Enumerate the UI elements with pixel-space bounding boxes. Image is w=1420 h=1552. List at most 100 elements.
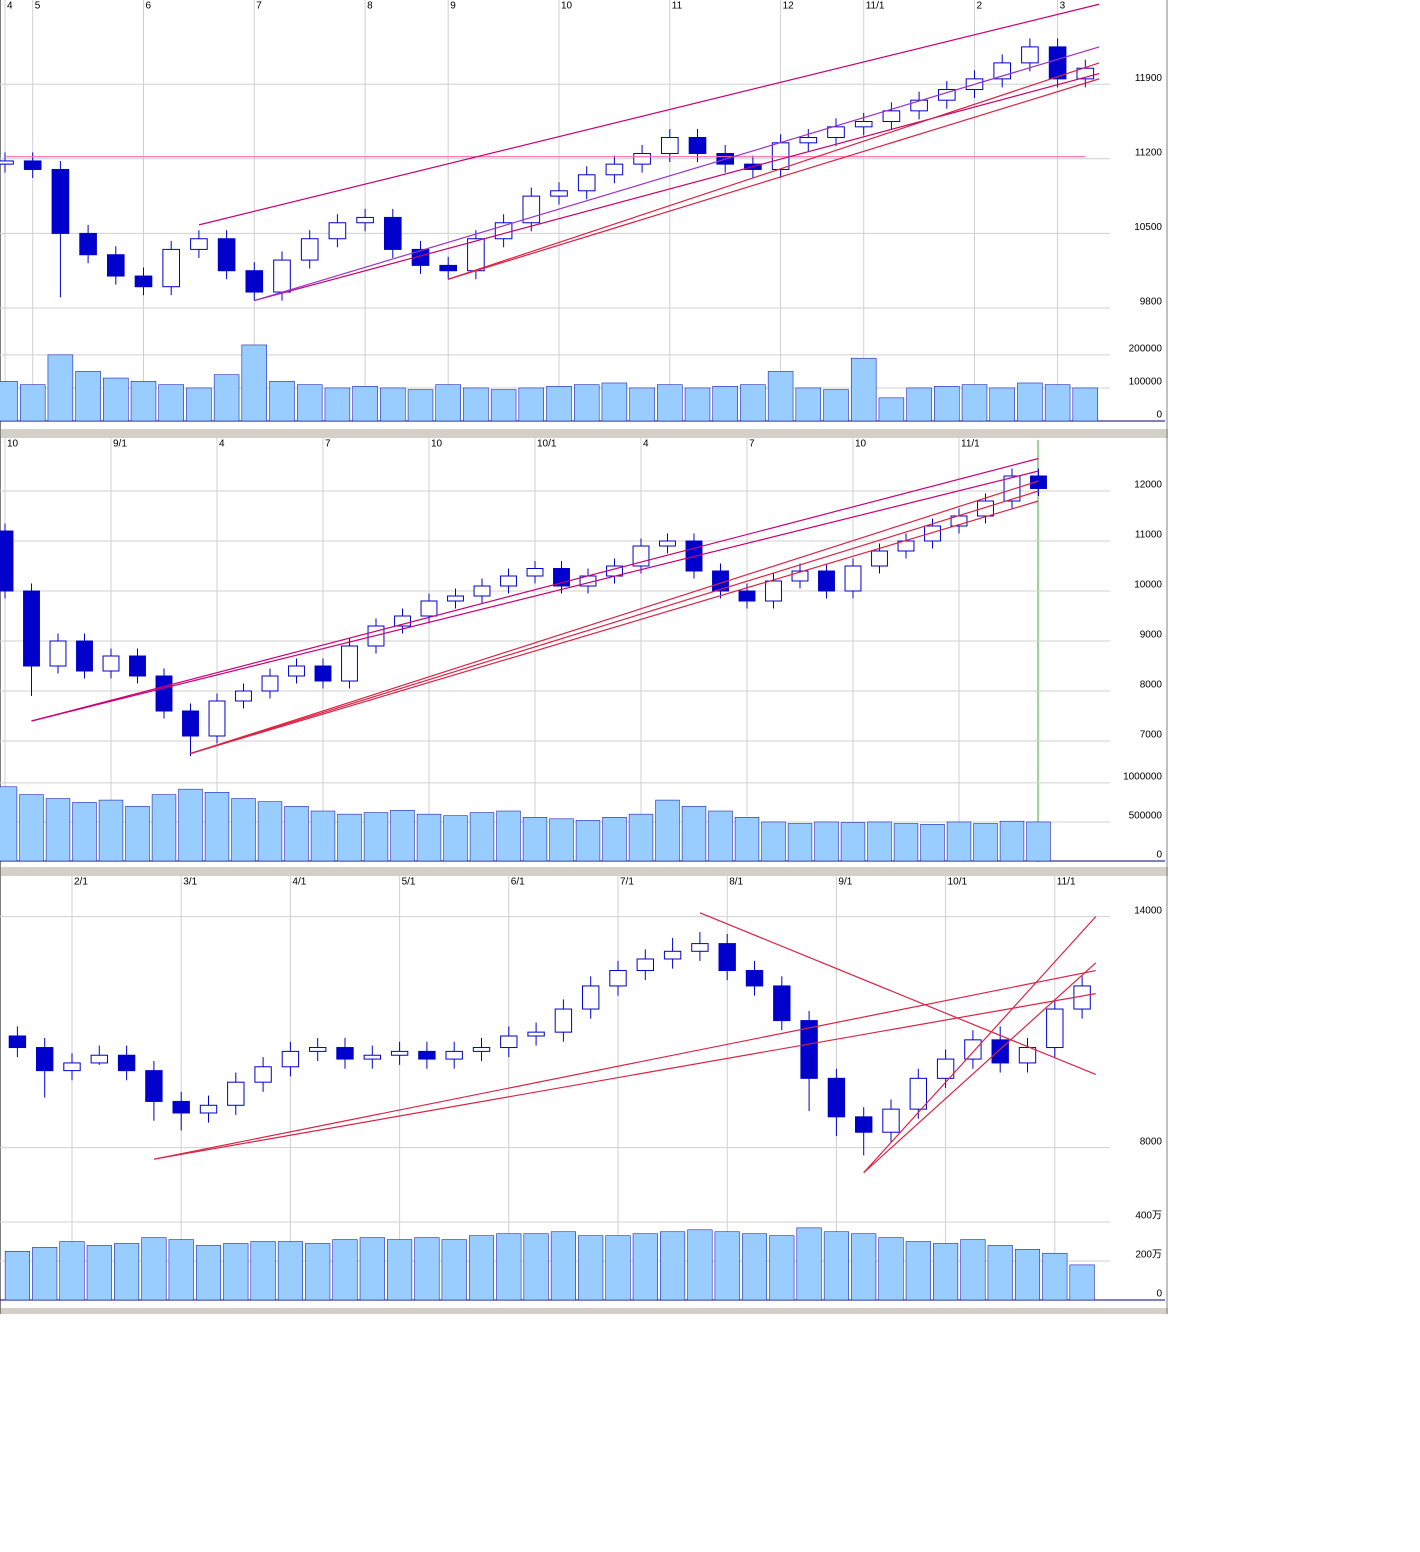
candle-body — [390, 1050, 409, 1056]
volume-bar — [632, 1233, 658, 1301]
volume-bar — [337, 813, 362, 862]
volume-bar — [4, 1251, 30, 1301]
volume-bar — [523, 1233, 549, 1301]
trend-line — [254, 72, 1100, 302]
candle-body — [910, 99, 928, 112]
candle-body — [663, 950, 682, 960]
x-tick-label: 9/1 — [113, 439, 127, 450]
candle-body — [1046, 1008, 1064, 1049]
volume-bar — [960, 1239, 986, 1301]
volume-bar — [605, 1235, 631, 1301]
volume-bar — [1042, 1252, 1068, 1301]
candle-body — [394, 615, 411, 627]
x-tick-label: 10 — [561, 1, 573, 12]
candle-body — [336, 1047, 354, 1060]
volume-bar — [961, 384, 988, 422]
candle-body — [1076, 67, 1095, 80]
price-tick-label: 11200 — [1135, 147, 1163, 158]
volume-bar — [893, 823, 919, 862]
candle-body — [688, 136, 707, 154]
volume-bar — [795, 387, 822, 422]
volume-bar — [973, 823, 998, 862]
candle-body — [411, 248, 430, 266]
candle-body — [855, 1116, 873, 1133]
candle-body — [909, 1077, 927, 1110]
x-tick-label: 10/1 — [537, 439, 557, 450]
volume-bar — [708, 810, 733, 862]
volume-bar — [496, 1233, 522, 1301]
volume-bar — [414, 1237, 440, 1301]
candle-body — [8, 1035, 27, 1049]
candle-body — [227, 1081, 245, 1106]
x-tick-label: 8 — [367, 1, 373, 12]
candle-body — [208, 700, 226, 737]
candle-body — [273, 259, 291, 293]
candle-body — [1030, 475, 1047, 489]
candle-body — [63, 1062, 81, 1072]
candle-body — [800, 1020, 818, 1079]
volume-bar — [761, 821, 786, 862]
volume-bar — [125, 806, 150, 862]
volume-bar — [878, 1237, 904, 1301]
volume-bar — [1072, 387, 1099, 422]
volume-bar — [601, 382, 628, 422]
trend-line — [190, 480, 1039, 755]
volume-bar — [934, 386, 960, 422]
candle-body — [217, 238, 236, 272]
price-tick-label: 7000 — [1140, 730, 1163, 741]
volume-tick-label: 1000000 — [1123, 772, 1162, 783]
candle-body — [254, 1066, 272, 1083]
x-tick-label: 7 — [749, 439, 755, 450]
volume-bar — [999, 820, 1025, 862]
volume-bar — [469, 812, 495, 862]
candle-body — [1018, 1047, 1037, 1064]
x-tick-label: 4 — [7, 1, 13, 12]
candle-body — [977, 500, 994, 517]
volume-bar — [687, 1229, 713, 1301]
candle-body — [145, 1070, 163, 1102]
trend-line — [254, 46, 1100, 302]
volume-bar — [769, 1235, 795, 1301]
trend-line — [863, 962, 1097, 1174]
volume-bar — [628, 813, 654, 862]
volume-bar — [305, 1243, 331, 1301]
candle-body — [36, 1047, 54, 1072]
candle-body — [328, 222, 347, 240]
volume-bar — [518, 387, 545, 422]
candle-body — [765, 580, 782, 602]
volume-bar — [878, 397, 905, 422]
volume-bar — [629, 387, 655, 422]
x-tick-label: 3/1 — [183, 877, 197, 888]
volume-bar — [796, 1227, 822, 1301]
volume-bar — [380, 387, 406, 422]
x-tick-label: 10 — [7, 439, 19, 450]
volume-bar — [823, 389, 849, 422]
volume-bar — [468, 1235, 495, 1301]
candle-body — [633, 152, 651, 165]
candle-body — [472, 1047, 491, 1052]
volume-bar — [906, 387, 932, 422]
candle-body — [182, 710, 199, 737]
x-tick-label: 9/1 — [838, 877, 852, 888]
volume-bar — [19, 794, 44, 862]
volume-bar — [223, 1243, 249, 1301]
x-tick-label: 9 — [450, 1, 456, 12]
candle-body — [827, 126, 845, 138]
x-tick-label: 6/1 — [511, 877, 525, 888]
x-tick-label: 5 — [35, 1, 41, 12]
x-tick-label: 4 — [643, 439, 649, 450]
volume-bar — [657, 384, 683, 422]
volume-bar — [435, 384, 461, 422]
x-tick-label: 5/1 — [402, 877, 416, 888]
volume-bar — [310, 810, 336, 862]
trend-line — [190, 490, 1039, 755]
volume-bar — [158, 384, 184, 422]
price-tick-label: 12000 — [1134, 480, 1162, 491]
candle-body — [500, 1035, 518, 1049]
volume-bar — [987, 1245, 1013, 1301]
volume-bar — [989, 387, 1015, 422]
volume-bar — [151, 794, 177, 862]
candle-body — [363, 1054, 381, 1060]
volume-bar — [19, 384, 46, 422]
candle-body — [691, 943, 709, 952]
